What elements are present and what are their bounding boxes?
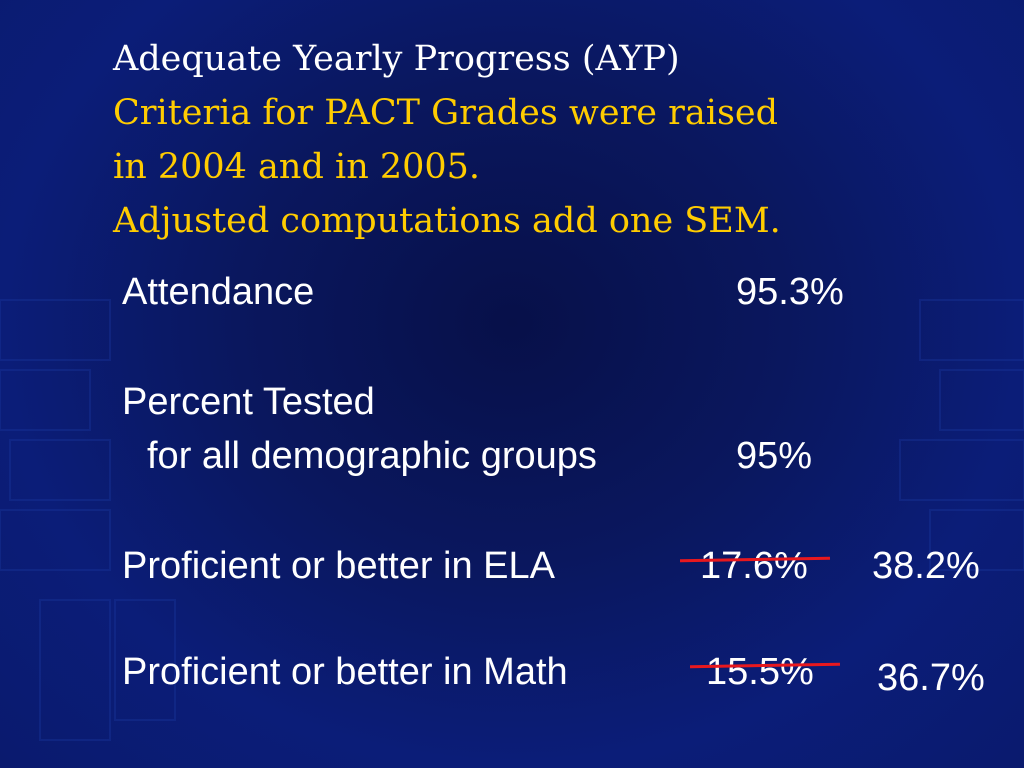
subtitle-line-2: in 2004 and in 2005. [113,147,481,187]
math-label: Proficient or better in Math [122,651,568,693]
title-line: Adequate Yearly Progress (AYP) [113,39,680,79]
ela-old-value: 17.6% [700,545,808,587]
percent-tested-sublabel: for all demographic groups [147,435,597,477]
subtitle-line-1: Criteria for PACT Grades were raised [113,93,779,133]
math-new-value: 36.7% [877,657,985,699]
slide-title: Adequate Yearly Progress (AYP) Criteria … [113,32,781,248]
ela-new-value: 38.2% [872,545,980,587]
subtitle-line-3: Adjusted computations add one SEM. [113,201,781,241]
ela-label: Proficient or better in ELA [122,545,555,587]
attendance-value: 95.3% [736,271,844,313]
math-old-value: 15.5% [706,651,814,693]
percent-tested-label: Percent Tested [122,381,375,423]
percent-tested-value: 95% [736,435,813,477]
attendance-label: Attendance [122,271,315,313]
